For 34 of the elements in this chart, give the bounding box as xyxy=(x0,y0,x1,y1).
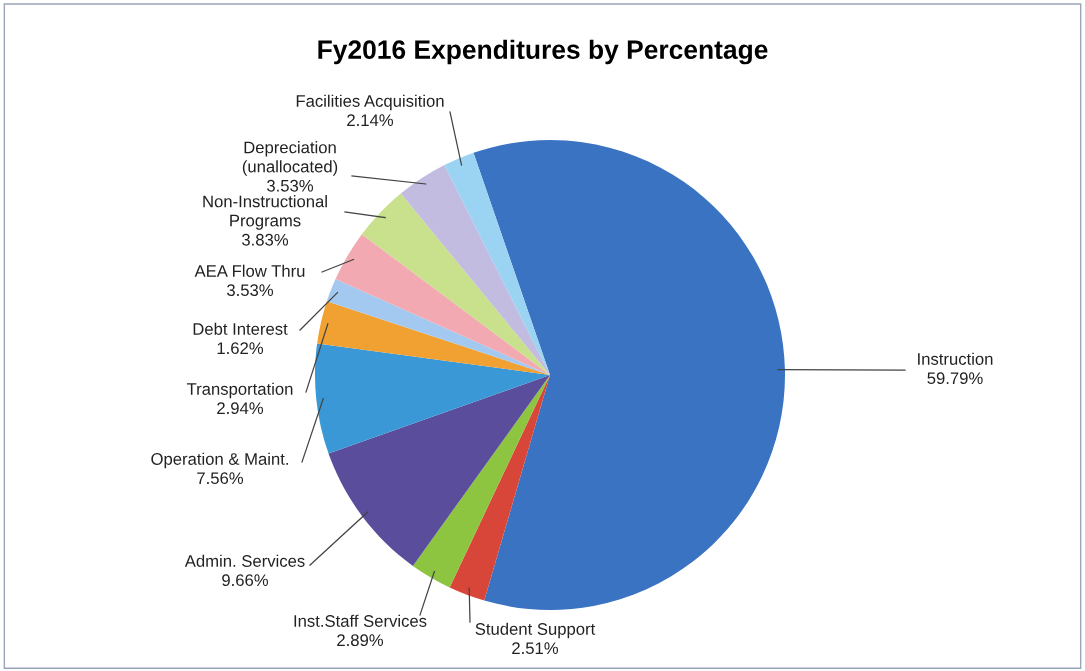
slice-label: Admin. Services xyxy=(184,554,305,567)
data-label: 2.89% xyxy=(337,634,384,647)
pie-slice xyxy=(315,343,550,454)
data-label: 3.53% xyxy=(227,284,274,297)
data-label: 3.53% xyxy=(267,179,314,192)
data-label: 1.62% xyxy=(217,342,264,355)
data-label: 2.14% xyxy=(347,114,394,126)
pie-slice xyxy=(317,301,550,375)
pie-slice xyxy=(361,193,550,375)
slice-label: Instruction xyxy=(918,352,993,365)
slice-label: Transportation xyxy=(186,382,293,399)
pie-slice xyxy=(412,375,550,588)
pie-slice xyxy=(328,375,550,566)
pie-slice xyxy=(444,152,550,375)
slice-label: Facilities Acquisition xyxy=(296,94,444,111)
slice-label: Operation & Maint. xyxy=(151,452,288,469)
data-label: 2.51% xyxy=(512,642,559,655)
slice-label: AEA Flow Thru xyxy=(194,264,305,277)
data-label: 7.56% xyxy=(197,472,244,485)
pie-slice xyxy=(335,234,550,375)
data-label: 9.66% xyxy=(222,574,269,587)
slice-label: Inst.Staff Services xyxy=(294,614,427,627)
slice-label: Non-Instructional Programs xyxy=(203,195,327,230)
data-label: 2.94% xyxy=(217,402,264,415)
slice-label: Debt Interest xyxy=(193,322,288,335)
pie-slice xyxy=(473,140,785,610)
slice-label: Depreciation (unallocated) xyxy=(242,141,338,176)
slice-label: Student Support xyxy=(475,622,596,639)
data-label: 3.83% xyxy=(242,233,289,246)
data-label: 59.79% xyxy=(927,372,983,385)
pie-slice xyxy=(326,279,550,375)
pie-slice xyxy=(400,165,550,375)
pie-slice xyxy=(449,375,550,601)
chart-title: Fy2016 Expenditures by Percentage xyxy=(318,39,768,65)
